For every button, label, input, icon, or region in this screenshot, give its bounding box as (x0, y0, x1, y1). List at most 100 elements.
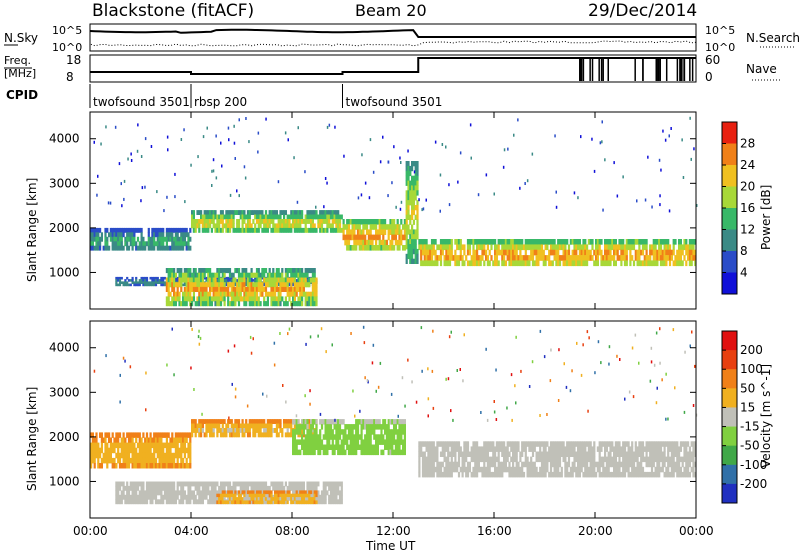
heatmap-cell (418, 472, 420, 478)
scatter-echo (435, 141, 437, 144)
heatmap-cell (319, 429, 321, 435)
heatmap-cell (303, 287, 305, 292)
heatmap-cell (285, 482, 287, 487)
heatmap-cell (180, 268, 182, 273)
heatmap-cell (243, 282, 245, 287)
heatmap-cell (599, 467, 601, 473)
heatmap-cell (186, 438, 188, 444)
heatmap-cell (205, 432, 207, 437)
heatmap-cell (214, 499, 216, 504)
heatmap-cell (377, 445, 379, 451)
heatmap-cell (265, 282, 267, 287)
scatter-echo (181, 138, 183, 141)
heatmap-cell (249, 432, 251, 437)
heatmap-cell (261, 210, 263, 215)
heatmap-cell (655, 244, 657, 250)
heatmap-cell (193, 215, 195, 220)
heatmap-cell (353, 229, 355, 235)
heatmap-cell (628, 467, 630, 473)
heatmap-cell (254, 223, 256, 228)
scatter-echo (373, 171, 375, 174)
heatmap-cell (463, 462, 465, 468)
heatmap-cell (454, 452, 456, 458)
heatmap-cell (680, 255, 682, 261)
heatmap-cell (341, 215, 343, 220)
heatmap-cell (265, 210, 267, 215)
heatmap-cell (398, 445, 400, 451)
scatter-echo (448, 183, 450, 186)
heatmap-cell (189, 499, 191, 504)
heatmap-cell (328, 219, 330, 224)
heatmap-cell (101, 237, 103, 242)
heatmap-cell (326, 228, 328, 233)
scatter-echo (577, 196, 579, 199)
heatmap-cell (195, 228, 197, 233)
heatmap-cell (416, 181, 418, 186)
scatter-echo (137, 123, 139, 126)
heatmap-cell (169, 292, 171, 297)
heatmap-cell (618, 452, 620, 458)
scatter-echo (234, 142, 236, 145)
heatmap-cell (315, 287, 317, 292)
scatter-echo (622, 175, 624, 178)
heatmap-cell (287, 301, 289, 306)
nsearch-label: N.Search (746, 31, 800, 45)
freq-panel: Freq. [MHz] 18 8 60 0 Nave (4, 53, 780, 84)
scatter-echo (94, 141, 96, 144)
heatmap-cell (568, 452, 570, 458)
heatmap-cell (330, 424, 332, 430)
heatmap-cell (184, 453, 186, 459)
heatmap-cell (631, 441, 633, 447)
scatter-echo (156, 190, 158, 193)
heatmap-cell (568, 457, 570, 463)
scatter-echo (418, 198, 420, 201)
heatmap-cell (214, 215, 216, 220)
heatmap-cell (593, 457, 595, 463)
heatmap-cell (213, 428, 215, 433)
heatmap-cell (326, 490, 328, 495)
heatmap-cell (687, 441, 689, 447)
heatmap-cell (550, 467, 552, 473)
heatmap-cell (214, 490, 216, 495)
heatmap-cell (150, 432, 152, 438)
heatmap-cell (224, 419, 226, 424)
heatmap-cell (315, 445, 317, 451)
heatmap-cell (618, 239, 620, 245)
heatmap-cell (166, 241, 168, 246)
heatmap-cell (187, 232, 189, 237)
scatter-echo (519, 187, 521, 190)
heatmap-cell (404, 424, 406, 430)
scatter-echo (513, 134, 515, 137)
heatmap-cell (198, 486, 200, 491)
heatmap-cell (303, 482, 305, 487)
heatmap-cell (609, 250, 611, 256)
heatmap-cell (113, 443, 115, 449)
heatmap-cell (229, 482, 231, 487)
heatmap-cell (516, 250, 518, 256)
heatmap-cell (279, 424, 281, 429)
heatmap-cell (469, 467, 471, 473)
heatmap-cell (242, 419, 244, 424)
heatmap-cell (263, 273, 265, 278)
freq-tick-bottom: 8 (66, 70, 74, 84)
heatmap-cell (689, 462, 691, 468)
heatmap-cell (245, 301, 247, 306)
heatmap-cell (162, 232, 164, 237)
heatmap-cell (153, 237, 155, 242)
heatmap-cell (418, 462, 420, 468)
heatmap-cell (315, 210, 317, 215)
scatter-echo (326, 182, 328, 185)
heatmap-cell (108, 432, 110, 438)
heatmap-cell (344, 429, 346, 435)
heatmap-cell (220, 301, 222, 306)
heatmap-cell (108, 246, 110, 251)
heatmap-cell (146, 279, 148, 282)
heatmap-cell (198, 223, 200, 228)
heatmap-cell (189, 458, 191, 464)
scatter-echo (248, 140, 250, 143)
heatmap-cell (458, 441, 460, 447)
heatmap-cell (436, 260, 438, 266)
heatmap-cell (128, 490, 130, 495)
cpid-label: CPID (6, 88, 38, 102)
heatmap-cell (153, 453, 155, 459)
